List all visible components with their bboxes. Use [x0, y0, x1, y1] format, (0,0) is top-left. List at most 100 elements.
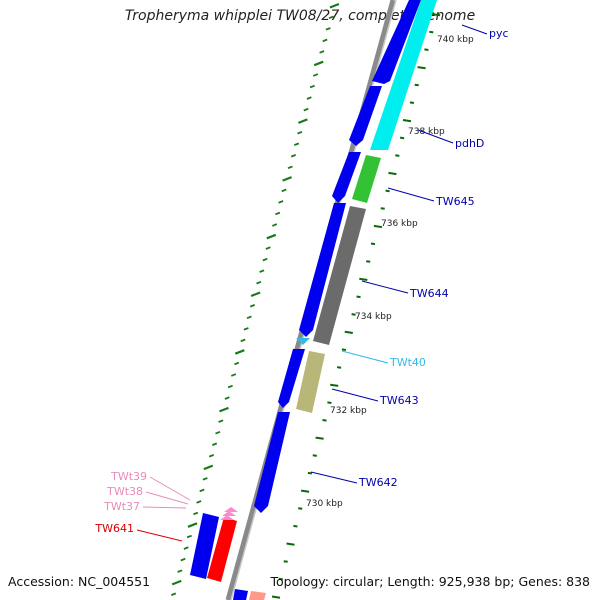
track-tick [243, 327, 249, 331]
scale-tick [293, 524, 298, 528]
feature-TW641-red[interactable] [207, 517, 237, 582]
track-tick [271, 223, 278, 227]
scale-tick [341, 348, 347, 351]
cds-pyc[interactable] [372, 0, 421, 84]
scale-tick [283, 560, 288, 563]
gene-label-TWt39[interactable]: TWt39 [110, 470, 147, 483]
scale-tick [286, 542, 295, 546]
gene-label-TW643[interactable]: TW643 [379, 394, 419, 407]
cds-TW645-forward[interactable] [332, 152, 361, 203]
trna-TWt39-marker[interactable] [224, 507, 238, 512]
scale-tick [388, 171, 397, 176]
scale-tick [278, 577, 283, 581]
cds-TW643-forward[interactable] [278, 349, 305, 408]
track-tick [287, 165, 293, 170]
track-tick [266, 233, 277, 240]
track-tick [329, 2, 340, 9]
track-tick [186, 534, 192, 539]
callout-pyc [461, 24, 488, 35]
gene-label-TW642[interactable]: TW642 [358, 476, 398, 489]
gene-label-TW645[interactable]: TW645 [435, 195, 475, 208]
scale-tick [431, 13, 441, 17]
scale-label-740: 740 kbp [437, 35, 474, 45]
track-tick [196, 500, 202, 504]
scale-tick [409, 101, 415, 104]
feature-TW644-gray[interactable] [313, 206, 366, 345]
track-tick [234, 349, 245, 355]
scale-tick [417, 66, 426, 70]
track-tick [325, 27, 331, 31]
gene-label-pdhD[interactable]: pdhD [455, 137, 484, 150]
scale-tick [271, 595, 281, 599]
scale-label-group: 740 kbp 738 kbp 736 kbp 734 kbp 732 kbp … [306, 35, 474, 509]
gene-label-TW644[interactable]: TW644 [409, 287, 449, 300]
feature-lower-salmon[interactable] [249, 591, 266, 600]
callout-TW644 [361, 280, 409, 294]
scale-tick [402, 119, 412, 123]
scale-tick [344, 330, 353, 334]
track-tick [234, 361, 240, 366]
scale-label-734: 734 kbp [355, 312, 392, 322]
gene-label-TWt37[interactable]: TWt37 [103, 500, 140, 513]
scale-tick [424, 48, 429, 51]
track-tick [259, 269, 265, 273]
feature-TW643-khaki[interactable] [296, 351, 325, 413]
track-tick [306, 96, 312, 100]
gene-label-TW641[interactable]: TW641 [94, 522, 134, 535]
track-tick [183, 546, 189, 550]
cds-pdhD-forward[interactable] [349, 86, 382, 146]
track-tick [298, 118, 308, 124]
scale-tick [336, 366, 342, 369]
trna-TWt40-marker[interactable] [296, 338, 310, 345]
cds-TW641-forward[interactable] [190, 513, 219, 579]
track-tick [208, 454, 215, 458]
position-tick-track [170, 2, 340, 596]
trna-TWt38-marker[interactable] [222, 511, 236, 516]
scale-tick [315, 436, 324, 440]
track-tick [199, 488, 205, 493]
gene-label-TWt40[interactable]: TWt40 [389, 356, 426, 369]
track-tick [290, 154, 297, 158]
track-tick [202, 477, 208, 481]
gene-label-pyc[interactable]: pyc [489, 27, 509, 40]
track-tick [262, 257, 268, 262]
scale-tick [359, 277, 368, 281]
callout-pdhD [417, 129, 454, 144]
callout-TW645 [387, 187, 435, 202]
scale-tick [330, 383, 339, 387]
gene-label-TWt38[interactable]: TWt38 [106, 485, 143, 498]
trna-TWt37-marker[interactable] [220, 515, 234, 520]
scale-tick [370, 242, 376, 246]
cds-TW644-forward[interactable] [299, 203, 346, 337]
scale-tick [356, 295, 361, 299]
scale-label-730: 730 kbp [306, 499, 343, 509]
track-tick [177, 569, 183, 573]
track-tick [170, 592, 177, 596]
scale-label-738: 738 kbp [408, 127, 445, 137]
cds-TW642-forward[interactable] [254, 412, 290, 513]
track-tick [219, 406, 229, 413]
track-tick [250, 291, 261, 298]
scale-tick [322, 419, 327, 422]
track-tick [203, 464, 214, 471]
feature-TW645-green[interactable] [352, 155, 381, 203]
scale-tick [312, 454, 317, 457]
track-tick [256, 280, 262, 285]
scale-label-736: 736 kbp [381, 219, 418, 229]
callout-TWt39 [149, 476, 191, 501]
track-tick [218, 419, 224, 423]
scale-tick [327, 401, 332, 404]
track-tick [293, 142, 300, 146]
track-tick [297, 130, 303, 135]
callout-TWt40 [341, 350, 389, 364]
track-tick [180, 557, 186, 562]
track-tick [193, 511, 199, 516]
track-tick [171, 579, 182, 586]
feature-pdhD-cyan[interactable] [370, 0, 437, 150]
track-tick [309, 84, 315, 89]
callout-TW642 [310, 471, 358, 484]
cds-lower-forward[interactable] [233, 589, 248, 600]
track-tick [227, 384, 233, 389]
scale-tick [307, 471, 313, 475]
